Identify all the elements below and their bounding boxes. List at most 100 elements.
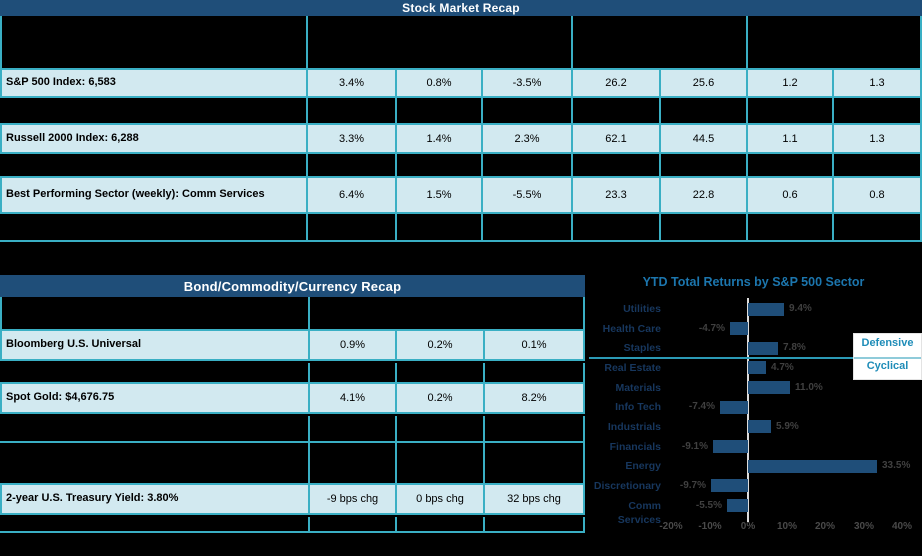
chart-category-label: Staples bbox=[623, 342, 661, 354]
row-value: 4.1% bbox=[308, 384, 395, 412]
chart-value-label: 11.0% bbox=[795, 382, 823, 393]
x-axis-tick-label: 20% bbox=[814, 521, 835, 532]
row-value: 0.8 bbox=[832, 178, 922, 212]
spacer-cell bbox=[308, 416, 395, 441]
stock-table-header-band bbox=[0, 16, 922, 70]
spacer-cell bbox=[659, 98, 746, 123]
spacer-cell bbox=[395, 214, 481, 240]
table-row: Spot Gold: $4,676.75 4.1% 0.2% 8.2% bbox=[0, 382, 585, 414]
chart-category-label: Info Tech bbox=[615, 401, 661, 413]
spacer-cell bbox=[483, 363, 585, 382]
spacer-cell bbox=[306, 154, 395, 176]
x-axis-tick-label: 10% bbox=[776, 521, 797, 532]
chart-category-label: Industrials bbox=[607, 421, 661, 433]
stock-table-title: Stock Market Recap bbox=[0, 0, 922, 16]
x-axis-tick-label: -10% bbox=[698, 521, 722, 532]
table-row: Best Performing Sector (weekly): Comm Se… bbox=[0, 176, 922, 214]
x-axis-tick-label: 40% bbox=[891, 521, 912, 532]
zero-axis-line bbox=[747, 298, 749, 522]
row-value: 44.5 bbox=[659, 125, 746, 152]
row-value: 0.6 bbox=[746, 178, 832, 212]
spacer-cell bbox=[395, 416, 483, 441]
x-axis-tick-label: 30% bbox=[853, 521, 874, 532]
chart-value-label: 4.7% bbox=[771, 362, 794, 373]
chart-value-label: 33.5% bbox=[882, 460, 911, 471]
defensive-zone-label: Defensive bbox=[861, 337, 914, 349]
x-axis-tick-label: 0% bbox=[740, 521, 756, 532]
stock-header-group-returns bbox=[306, 16, 571, 70]
table-row: 2-year U.S. Treasury Yield: 3.80% -9 bps… bbox=[0, 483, 585, 515]
defensive-cyclical-legend-box: Defensive Cyclical bbox=[853, 333, 922, 380]
row-value: -3.5% bbox=[481, 70, 571, 96]
row-value: 0.1% bbox=[483, 331, 585, 359]
chart-bar bbox=[711, 479, 748, 492]
row-value: 1.5% bbox=[395, 178, 481, 212]
stock-header-group-pe bbox=[571, 16, 746, 70]
chart-title: YTD Total Returns by S&P 500 Sector bbox=[642, 275, 865, 289]
row-value: 0.2% bbox=[395, 331, 483, 359]
chart-value-label: -9.7% bbox=[679, 480, 706, 491]
legend-box-divider bbox=[854, 357, 921, 359]
row-label: 2-year U.S. Treasury Yield: 3.80% bbox=[0, 485, 308, 513]
row-value: 1.2 bbox=[746, 70, 832, 96]
spacer-row bbox=[0, 214, 922, 240]
row-value: 1.1 bbox=[746, 125, 832, 152]
spacer-cell bbox=[306, 214, 395, 240]
spacer-row bbox=[0, 154, 922, 176]
chart-bar bbox=[748, 303, 784, 316]
row-value: 1.3 bbox=[832, 70, 922, 96]
chart-bar bbox=[748, 342, 778, 355]
row-label: Bloomberg U.S. Universal bbox=[0, 331, 308, 359]
chart-value-label: 5.9% bbox=[776, 421, 799, 432]
table-row: S&P 500 Index: 6,583 3.4% 0.8% -3.5% 26.… bbox=[0, 68, 922, 98]
chart-value-label: 7.8% bbox=[783, 342, 806, 353]
spacer-cell bbox=[571, 214, 659, 240]
bond-table-title: Bond/Commodity/Currency Recap bbox=[0, 275, 585, 297]
bond-table-mid-border bbox=[0, 441, 585, 443]
chart-bar bbox=[720, 401, 748, 414]
chart-bar bbox=[748, 361, 766, 374]
row-value: 26.2 bbox=[571, 70, 659, 96]
spacer-row bbox=[0, 443, 585, 485]
spacer-cell bbox=[481, 154, 571, 176]
spacer-cell bbox=[308, 517, 395, 531]
row-value: -5.5% bbox=[481, 178, 571, 212]
spacer-cell bbox=[395, 443, 483, 485]
row-value: 0.9% bbox=[308, 331, 395, 359]
chart-category-label: Materials bbox=[615, 382, 661, 394]
chart-bar bbox=[748, 420, 771, 433]
spacer-cell bbox=[395, 517, 483, 531]
chart-category-label: Discretionary bbox=[593, 480, 661, 492]
chart-bar bbox=[748, 381, 790, 394]
row-value: 22.8 bbox=[659, 178, 746, 212]
spacer-cell bbox=[659, 214, 746, 240]
spacer-cell bbox=[832, 214, 922, 240]
chart-category-label: Financials bbox=[609, 441, 661, 453]
spacer-cell bbox=[0, 443, 308, 485]
row-value: 23.3 bbox=[571, 178, 659, 212]
spacer-cell bbox=[659, 154, 746, 176]
spacer-row bbox=[0, 416, 585, 441]
row-label: Russell 2000 Index: 6,288 bbox=[0, 125, 306, 152]
spacer-cell bbox=[0, 154, 306, 176]
chart-value-label: -4.7% bbox=[698, 323, 725, 334]
spacer-cell bbox=[308, 443, 395, 485]
row-value: 2.3% bbox=[481, 125, 571, 152]
spacer-cell bbox=[483, 416, 585, 441]
table-row: Russell 2000 Index: 6,288 3.3% 1.4% 2.3%… bbox=[0, 123, 922, 154]
row-label: Spot Gold: $4,676.75 bbox=[0, 384, 308, 412]
row-value: 3.4% bbox=[306, 70, 395, 96]
spacer-cell bbox=[395, 98, 481, 123]
chart-value-label: 9.4% bbox=[789, 303, 812, 314]
spacer-cell bbox=[0, 416, 308, 441]
spacer-cell bbox=[0, 98, 306, 123]
stock-header-group-yield bbox=[746, 16, 922, 70]
spacer-cell bbox=[308, 363, 395, 382]
chart-category-label: Health Care bbox=[602, 323, 661, 335]
x-axis-tick-label: -20% bbox=[659, 521, 683, 532]
chart-value-label: -5.5% bbox=[695, 500, 722, 511]
spacer-cell bbox=[481, 98, 571, 123]
spacer-row bbox=[0, 98, 922, 123]
spacer-cell bbox=[483, 517, 585, 531]
